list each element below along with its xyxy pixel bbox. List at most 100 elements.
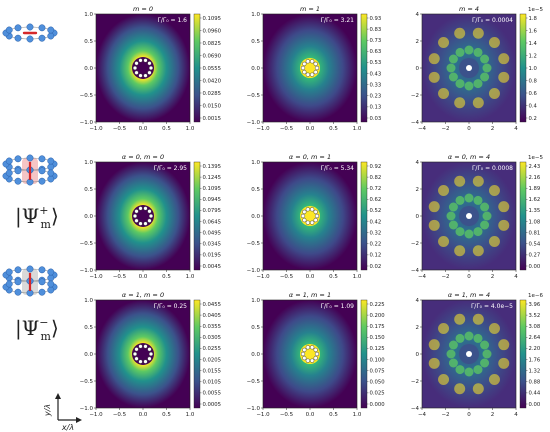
atom: [147, 347, 152, 352]
lobe-inner: [480, 202, 490, 212]
y-tick-label: 1.0: [251, 298, 260, 304]
atom: [314, 351, 320, 357]
colorbar-tick-label: 0.025: [370, 391, 385, 397]
decay-rate-annotation: Γ/Γ₀ = 1.09: [321, 303, 354, 310]
colorbar-tick-label: 0.1095: [203, 186, 222, 192]
atom: [143, 206, 148, 211]
atom: [147, 356, 152, 361]
colorbar: [193, 13, 201, 123]
lobe-inner: [464, 45, 474, 55]
lobe-inner: [473, 227, 483, 237]
colorbar: [193, 299, 201, 409]
y-tick-label: −4: [411, 120, 420, 126]
lobe-inner: [480, 220, 490, 230]
x-tick-label: −0.5: [280, 274, 294, 280]
lobe-outer: [472, 27, 484, 39]
atom: [148, 351, 154, 357]
colorbar-tick-label: 2.64: [529, 335, 541, 341]
lobe-outer: [498, 71, 510, 83]
atom: [134, 61, 139, 66]
x-tick-label: 0: [467, 126, 471, 132]
y-tick-label: −1.0: [80, 406, 94, 412]
colorbar-tick-label: 2.43: [529, 164, 541, 170]
colorbar-tick-label: 0.0690: [203, 53, 222, 59]
y-tick-label: 0.0: [84, 352, 93, 358]
heatmap-panel-9: α = 1, m = 4 Γ/Γ₀ = 4.0e−5 −4 −2 0 2 4 −4 −2 0 2 4 3…: [411, 291, 544, 418]
x-tick-label: −4: [418, 274, 427, 280]
colorbar-tick-label: 0.62: [370, 197, 382, 203]
lobe-inner: [482, 349, 492, 359]
lobe-inner: [455, 227, 465, 237]
x-tick-label: 1.0: [186, 274, 195, 280]
y-tick-label: 4: [416, 160, 420, 166]
colorbar-tick-label: 1.0: [529, 66, 538, 72]
y-tick-label: −2: [411, 241, 419, 247]
y-axis-icon-label: y/λ: [43, 404, 52, 417]
colorbar-tick-label: 0.0405: [203, 313, 222, 319]
lobe-inner: [446, 349, 456, 359]
decay-rate-annotation: Γ/Γ₀ = 0.0004: [472, 17, 513, 24]
atom: [310, 345, 315, 350]
colorbar: [193, 161, 201, 271]
colorbar-tick-label: 3.52: [529, 313, 541, 319]
atom: [300, 351, 306, 357]
x-tick-label: −2: [441, 274, 449, 280]
y-tick-label: 4: [416, 12, 420, 18]
colorbar-tick-label: 0.0945: [203, 197, 222, 203]
lobe-inner: [480, 340, 490, 350]
y-tick-label: 1.0: [84, 160, 93, 166]
x-tick-label: 1.0: [186, 412, 195, 418]
lobe-outer: [428, 339, 440, 351]
colorbar-tick-label: 0.00: [529, 402, 541, 408]
colorbar-tick-label: 0.0645: [203, 219, 222, 225]
y-tick-label: 0.0: [251, 352, 260, 358]
atom: [143, 359, 148, 364]
x-tick-label: 1.0: [353, 274, 362, 280]
colorbar-tick-label: 0.82: [370, 175, 382, 181]
lobe-outer: [472, 97, 484, 109]
colorbar-tick-label: 0.0005: [203, 402, 222, 408]
y-tick-label: 0.5: [84, 325, 93, 331]
colorbar-tick-label: 0.23: [370, 94, 382, 100]
atom: [313, 209, 318, 214]
x-tick-label: −1.0: [89, 274, 103, 280]
colorbar-tick-label: 0.0305: [203, 335, 222, 341]
lobe-inner: [464, 229, 474, 239]
lobe-inner: [480, 358, 490, 368]
atom: [313, 61, 318, 66]
y-tick-label: −0.5: [80, 379, 94, 385]
y-tick-label: −0.5: [80, 241, 94, 247]
panel-title: α = 1, m = 4: [448, 291, 490, 299]
colorbar-tick-label: 0.0285: [203, 91, 222, 97]
colorbar-tick-label: 0.52: [370, 208, 382, 214]
colorbar-tick-label: 1.76: [529, 357, 541, 363]
colorbar-tick-label: 0.2: [529, 116, 537, 122]
colorbar-tick-label: 1.08: [529, 219, 541, 225]
atom: [313, 70, 318, 75]
lobe-inner: [480, 54, 490, 64]
colorbar-tick-label: 0.0455: [203, 302, 222, 308]
y-tick-label: −1.0: [80, 120, 94, 126]
axes-indicator: y/λ x/λ: [43, 393, 82, 432]
y-tick-label: −2: [411, 93, 419, 99]
atom: [302, 218, 307, 223]
lobe-inner: [455, 195, 465, 205]
y-tick-label: 1.0: [251, 160, 260, 166]
x-tick-label: 4: [514, 412, 518, 418]
x-tick-label: 2: [491, 412, 495, 418]
heatmap-panel-8: α = 1, m = 1 Γ/Γ₀ = 1.09 −1.0 −0.5 0.0 0.5 1.0…: [247, 291, 386, 418]
y-tick-label: −1.0: [80, 268, 94, 274]
colorbar-tick-label: 2.16: [529, 175, 541, 181]
lobe-outer: [438, 235, 450, 247]
colorbar-tick-label: 0.0150: [203, 103, 222, 109]
atom: [310, 59, 315, 64]
y-tick-label: 0.0: [251, 214, 260, 220]
lobe-outer: [438, 373, 450, 385]
ring-layer-icon: [2, 166, 58, 186]
lobe-inner: [464, 193, 474, 203]
atom: [132, 65, 138, 71]
x-tick-label: 4: [514, 126, 518, 132]
x-tick-label: 0.0: [139, 412, 148, 418]
lobe-outer: [472, 383, 484, 395]
atom: [143, 344, 148, 349]
